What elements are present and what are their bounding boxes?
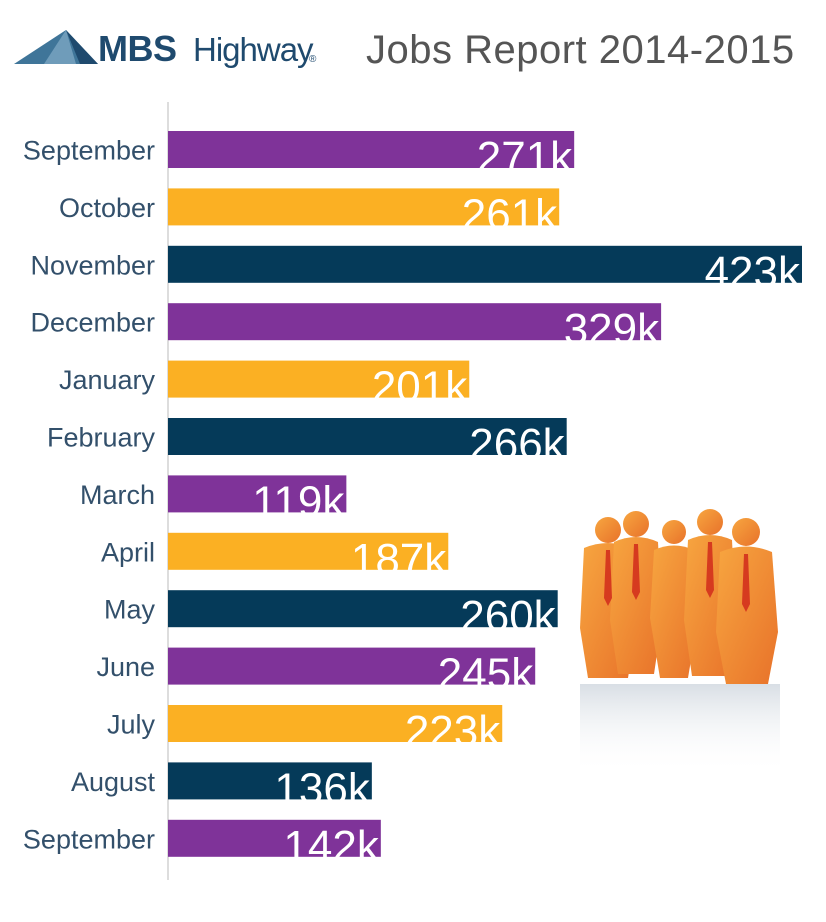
bar-9 (168, 590, 558, 628)
value-label-11: 223k (405, 707, 501, 756)
category-label-5: January (59, 365, 156, 395)
category-label-3: November (30, 250, 155, 280)
category-label-1: September (23, 136, 155, 166)
category-label-13: September (23, 824, 155, 854)
brand-name-bold: MBS (98, 28, 177, 69)
bar-4 (168, 303, 662, 341)
registered-mark: ® (309, 54, 317, 65)
category-label-8: April (101, 537, 155, 567)
bar-11 (168, 705, 503, 742)
value-label-10: 245k (438, 650, 534, 699)
business-people-icon (580, 509, 780, 774)
value-label-5: 201k (372, 363, 468, 412)
value-label-13: 142k (283, 822, 379, 871)
bars-group: 271k September 261k October 423k November 329k… (23, 131, 802, 871)
bar-3 (168, 245, 802, 283)
value-label-6: 266k (469, 420, 565, 469)
category-label-12: August (71, 767, 156, 797)
category-label-4: December (30, 308, 155, 338)
value-label-12: 136k (274, 764, 370, 813)
bar-8 (168, 532, 449, 570)
value-label-7: 119k (252, 477, 345, 526)
category-label-10: June (96, 652, 155, 682)
category-label-2: October (59, 193, 155, 223)
value-label-2: 261k (462, 190, 558, 239)
bar-6 (168, 418, 567, 455)
category-label-9: May (104, 595, 156, 625)
mbs-highway-logo-icon (14, 30, 98, 64)
bar-7 (168, 475, 347, 513)
bar-1 (168, 131, 575, 168)
value-label-1: 271k (477, 133, 573, 182)
bar-2 (168, 188, 560, 226)
value-label-9: 260k (460, 592, 556, 641)
value-label-8: 187k (351, 535, 447, 584)
category-label-7: March (80, 480, 155, 510)
bar-13 (168, 819, 381, 857)
value-label-3: 423k (705, 248, 801, 297)
chart-title: Jobs Report 2014-2015 (366, 28, 795, 72)
bar-5 (168, 360, 470, 398)
header: MBS Highway ® Jobs Report 2014-2015 (0, 0, 826, 100)
category-label-6: February (47, 423, 156, 453)
value-label-4: 329k (564, 305, 660, 354)
bar-10 (168, 647, 536, 685)
brand-name-light: Highway (193, 31, 314, 68)
bar-12 (168, 762, 372, 800)
category-label-11: July (107, 710, 156, 740)
